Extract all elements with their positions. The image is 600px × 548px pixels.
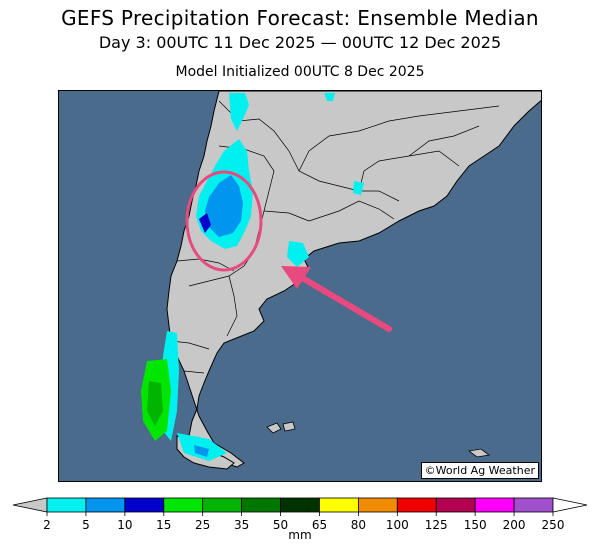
colorbar-tick-label: 65 [312,518,327,532]
colorbar-swatch [396,497,437,513]
colorbar-tick-label: 2 [43,518,51,532]
precip-map: ©World Ag Weather [58,90,542,482]
colorbar-tick-label: 10 [117,518,132,532]
colorbar-over-triangle [552,497,588,513]
colorbar-tick-label: 100 [386,518,409,532]
precip-patagonia-darkgreen [147,381,163,426]
colorbar-tick-label: 35 [234,518,249,532]
colorbar-tick-label: 125 [425,518,448,532]
colorbar-tick-label: 250 [542,518,565,532]
colorbar-swatch [241,497,281,513]
land-falklands-west [266,422,282,434]
valid-period: Day 3: 00UTC 11 Dec 2025 — 00UTC 12 Dec … [98,33,502,52]
colorbar-tick-label: 80 [351,518,366,532]
precip-southeast-cyan [353,181,364,195]
map-title: GEFS Precipitation Forecast: Ensemble Me… [61,6,539,30]
pointer-arrow [281,266,392,332]
colorbar-tick-label: 150 [464,518,487,532]
precip-cuyo-blue [205,175,243,237]
colorbar-swatch [513,497,554,513]
credit-label: ©World Ag Weather [420,462,539,479]
colorbar-swatch [46,497,87,513]
land-south-america [166,91,541,468]
precip-north-cyan [229,93,249,131]
precip-coast-cyan [287,241,309,267]
colorbar-under-triangle [12,497,48,513]
colorbar-swatch [319,497,359,513]
precip-fuego-cyan [177,433,227,461]
precip-shading [141,93,364,461]
precip-cuyo-core [199,213,211,233]
colorbar-tick-label: 15 [156,518,171,532]
country-borders [170,100,500,374]
colorbar-swatch [163,497,204,513]
colorbar-swatch [124,497,165,513]
model-init: Model Initialized 00UTC 8 Dec 2025 [175,64,425,80]
colorbar-tick-label: 200 [503,518,526,532]
map-canvas [141,91,541,470]
land-falklands-east [282,421,296,432]
colorbar-swatch [280,497,320,513]
colorbar-swatch [202,497,243,513]
colorbar-swatch [474,497,515,513]
highlight-ellipse [185,170,263,272]
colorbar-swatch [435,497,476,513]
precip-fuego-blue [194,445,209,457]
colorbar-tick-label: 25 [195,518,210,532]
colorbar-tick-label: 50 [273,518,288,532]
precip-top-right-cyan [324,93,335,101]
colorbar: 2 5 10 15 25 35 50 65 80 100 125 150 200 250 [12,497,588,532]
colorbar-swatch [357,497,398,513]
colorbar-tick-label: 5 [82,518,90,532]
land-island-southeast [468,448,490,458]
colorbar-swatch [85,497,126,513]
colorbar-unit: mm [288,528,312,542]
